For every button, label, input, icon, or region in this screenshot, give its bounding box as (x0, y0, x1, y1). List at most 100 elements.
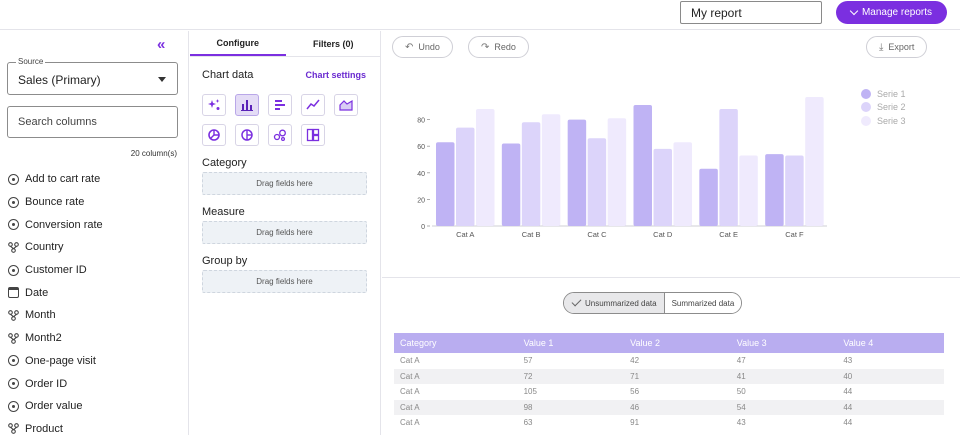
chart-divider (382, 277, 960, 278)
table-cell: 105 (523, 387, 537, 397)
field-item-label: Month2 (25, 332, 62, 345)
table-cell: 47 (736, 356, 746, 366)
unsummarized-data-option[interactable]: Unsummarized data (564, 293, 665, 313)
treemap-icon (306, 128, 320, 142)
field-item[interactable]: Month2 (8, 327, 183, 350)
field-item-label: Month (25, 309, 56, 322)
table-header-cell[interactable]: Category (394, 333, 518, 353)
field-item[interactable]: Order ID (8, 372, 183, 395)
field-item-label: Country (25, 241, 64, 254)
bar[interactable] (501, 143, 521, 226)
y-tick-label: 0 (421, 224, 425, 231)
x-tick-label: Cat D (653, 230, 673, 239)
table-header-cell[interactable]: Value 3 (730, 333, 838, 353)
table-header-cell[interactable]: Value 4 (837, 333, 944, 353)
legend-label: Serie 1 (877, 88, 906, 99)
chart-type-auto[interactable] (202, 94, 226, 116)
dimension-icon (8, 310, 19, 321)
bar[interactable] (436, 142, 455, 226)
chart-type-line[interactable] (301, 94, 325, 116)
field-item[interactable]: One-page visit (8, 350, 183, 373)
redo-button[interactable]: ↷ Redo (468, 36, 529, 58)
chart-type-pie[interactable] (235, 124, 259, 146)
bar[interactable] (739, 155, 758, 226)
bar-chart-icon (241, 100, 253, 111)
legend-item[interactable]: Serie 2 (861, 101, 906, 115)
bar[interactable] (476, 108, 495, 226)
horizontal-bar-icon (275, 100, 285, 110)
bar[interactable] (633, 104, 653, 226)
legend-swatch (861, 102, 871, 113)
chart-type-horizontal-bar[interactable] (268, 94, 292, 116)
field-item[interactable]: Add to cart rate (8, 168, 183, 191)
collapse-sidebar-icon[interactable]: « (157, 36, 166, 53)
legend-label: Serie 2 (877, 102, 906, 113)
table-header-cell[interactable]: Value 1 (517, 333, 625, 353)
measure-icon (8, 355, 19, 367)
table-cell: 41 (730, 368, 838, 384)
chart-type-bar[interactable] (235, 94, 259, 116)
field-item[interactable]: Order value (8, 395, 183, 418)
bar[interactable] (607, 118, 627, 226)
field-item[interactable]: Conversion rate (8, 213, 183, 236)
bar[interactable] (587, 138, 607, 226)
field-item[interactable]: Month (8, 304, 183, 327)
bar[interactable] (456, 127, 475, 226)
y-tick-label: 20 (417, 197, 425, 204)
undo-button[interactable]: ↶ Undo (392, 36, 453, 58)
manage-reports-button[interactable]: Manage reports (836, 1, 947, 24)
bar[interactable] (785, 155, 804, 226)
field-item[interactable]: Customer ID (8, 259, 183, 282)
report-name-input[interactable] (680, 1, 822, 24)
chart-type-area[interactable] (334, 94, 358, 116)
bar[interactable] (719, 108, 738, 226)
legend-item[interactable]: Serie 1 (861, 87, 906, 101)
field-item[interactable]: Bounce rate (8, 191, 183, 214)
chart-type-donut[interactable] (202, 124, 226, 146)
tab-filters[interactable]: Filters (0) (312, 38, 354, 49)
bar[interactable] (653, 148, 673, 226)
field-item[interactable]: Date (8, 281, 183, 304)
bar[interactable] (541, 114, 561, 226)
group-by-drop-zone[interactable]: Drag fields here (202, 270, 367, 293)
source-select[interactable]: Source Sales (Primary) (7, 57, 178, 95)
summarized-data-option[interactable]: Summarized data (664, 293, 742, 313)
category-drop-zone[interactable]: Drag fields here (202, 172, 367, 195)
chart-type-bubble[interactable] (268, 124, 292, 146)
search-columns-input[interactable] (7, 106, 178, 138)
donut-chart-icon (208, 129, 220, 141)
calendar-icon (8, 287, 19, 299)
bar[interactable] (567, 119, 587, 226)
table-cell: 40 (837, 368, 944, 384)
table-header-cell[interactable]: Value 2 (624, 333, 731, 353)
tab-configure[interactable]: Configure (190, 31, 286, 56)
config-tabs: Configure Filters (0) (190, 31, 381, 57)
table-cell: 42 (630, 356, 640, 366)
bar[interactable] (765, 154, 784, 226)
table-cell: 57 (523, 356, 533, 366)
pie-chart-icon (241, 129, 253, 141)
field-list: Add to cart rate Bounce rate Conversion ra… (8, 168, 183, 435)
field-item-label: One-page visit (25, 354, 96, 367)
table-cell: Cat A (400, 418, 420, 428)
bar[interactable] (699, 168, 718, 226)
caret-down-icon (158, 77, 166, 82)
export-button[interactable]: ⤓ Export (866, 36, 928, 58)
bar[interactable] (805, 96, 824, 227)
table-cell: 43 (736, 418, 746, 428)
x-tick-label: Cat B (522, 230, 541, 239)
dimension-icon (8, 423, 19, 435)
table-cell: Cat A (400, 356, 420, 366)
table-cell: 71 (624, 368, 731, 384)
bar[interactable] (521, 122, 541, 226)
bar[interactable] (673, 142, 693, 226)
chart-settings-link[interactable]: Chart settings (305, 70, 366, 80)
source-select-label: Source (16, 57, 46, 66)
legend-item[interactable]: Serie 3 (861, 114, 906, 128)
field-item[interactable]: Country (8, 236, 183, 259)
field-item[interactable]: Product (8, 418, 183, 435)
measure-drop-zone[interactable]: Drag fields here (202, 221, 367, 244)
category-title: Category (202, 157, 247, 169)
undo-label: Undo (418, 42, 440, 52)
chart-type-treemap[interactable] (301, 124, 325, 146)
